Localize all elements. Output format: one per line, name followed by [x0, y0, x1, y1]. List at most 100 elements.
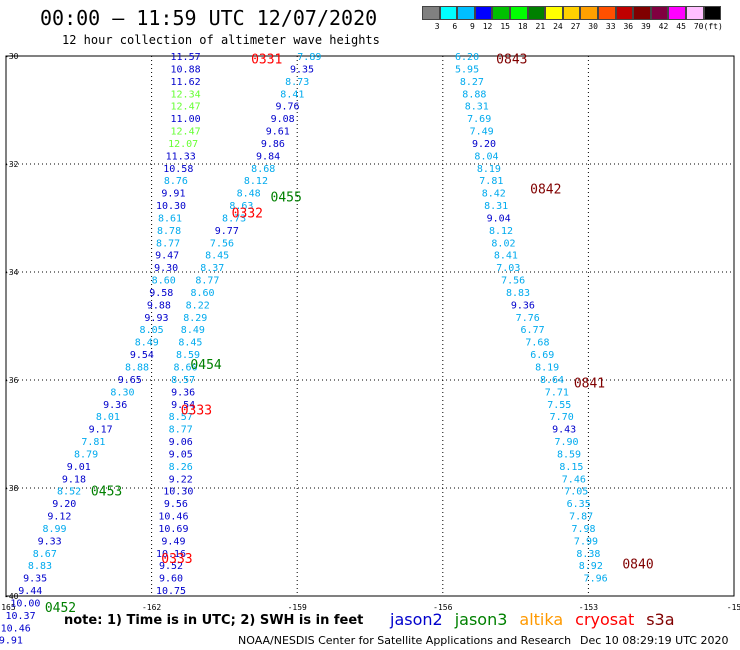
- swh-data-label: 10.30: [163, 487, 193, 498]
- swh-data-label: 9.36: [103, 400, 127, 411]
- swh-data-label: 8.77: [169, 425, 193, 436]
- swh-data-label: 6.35: [567, 499, 591, 510]
- swh-data-label: 7.81: [479, 176, 503, 187]
- swh-data-label: 9.06: [169, 437, 193, 448]
- swh-data-label: 9.54: [130, 350, 154, 361]
- legend-swatch: [633, 6, 651, 20]
- swh-data-label: 12.47: [171, 102, 201, 113]
- y-tick-label: -38: [4, 484, 19, 493]
- plot-frame: [5, 55, 735, 597]
- swh-data-label: 6.69: [530, 350, 554, 361]
- swh-data-label: 8.49: [135, 338, 159, 349]
- pass-time-label: 0452: [45, 601, 76, 616]
- swh-data-label: 8.79: [74, 449, 98, 460]
- swh-data-label: 8.19: [477, 164, 501, 175]
- satellite-jason2: jason2: [390, 610, 443, 629]
- swh-data-label: 8.02: [491, 238, 515, 249]
- swh-data-label: 9.08: [271, 114, 295, 125]
- swh-data-label: 9.20: [52, 499, 76, 510]
- satellite-altika: altika: [519, 610, 564, 629]
- legend-label: 15: [500, 22, 510, 31]
- swh-data-label: 8.19: [535, 363, 559, 374]
- y-tick-label: -36: [4, 376, 19, 385]
- swh-data-label: 8.29: [183, 313, 207, 324]
- swh-data-label: 9.35: [290, 64, 314, 75]
- legend-swatch: [685, 6, 704, 20]
- swh-data-label: 10.88: [171, 64, 201, 75]
- credit-text: NOAA/NESDIS Center for Satellite Applica…: [238, 634, 572, 647]
- swh-data-label: 8.77: [156, 238, 180, 249]
- swh-data-label: 7.46: [562, 474, 586, 485]
- swh-data-label: 9.77: [215, 226, 239, 237]
- swh-data-label: 7.55: [547, 400, 571, 411]
- legend-swatch: [668, 6, 686, 20]
- swh-data-label: 8.61: [158, 213, 182, 224]
- legend-label: 21: [535, 22, 546, 31]
- swh-data-label: 8.83: [28, 561, 52, 572]
- legend-swatch: [703, 6, 722, 20]
- y-tick-label: -34: [4, 268, 19, 277]
- swh-data-label: 8.59: [176, 350, 200, 361]
- legend-label: 70: [693, 22, 704, 31]
- swh-data-label: 9.54: [171, 400, 195, 411]
- swh-data-label: 7.98: [571, 524, 595, 535]
- swh-data-label: 7.03: [496, 263, 520, 274]
- legend-swatch: [474, 6, 493, 20]
- swh-data-label: 6.77: [521, 325, 545, 336]
- swh-data-label: 8.83: [506, 288, 530, 299]
- pass-time-label: 0840: [622, 558, 653, 573]
- swh-data-label: 11.33: [166, 151, 196, 162]
- swh-data-label: 9.36: [171, 387, 195, 398]
- satellite-cryosat: cryosat: [575, 610, 635, 629]
- swh-data-label: 10.30: [156, 201, 186, 212]
- swh-data-label: 9.04: [487, 213, 511, 224]
- swh-data-label: 7.99: [574, 536, 598, 547]
- x-tick-label: -159: [288, 603, 307, 612]
- swh-data-label: 7.76: [516, 313, 540, 324]
- legend-label: 39: [641, 22, 651, 31]
- legend-swatch: [457, 6, 475, 20]
- swh-data-label: 9.36: [511, 300, 535, 311]
- swh-data-label: 8.68: [251, 164, 275, 175]
- legend-swatch: [509, 6, 528, 20]
- swh-data-label: 8.38: [576, 549, 600, 560]
- chart-subtitle: 12 hour collection of altimeter wave hei…: [62, 33, 380, 47]
- swh-data-label: 6.20: [455, 52, 479, 63]
- pass-time-label: 0333: [181, 404, 212, 419]
- swh-data-label: 12.47: [171, 127, 201, 138]
- swh-data-label: 11.57: [171, 52, 201, 63]
- swh-data-label: 7.56: [501, 276, 525, 287]
- swh-data-label: 10.37: [6, 611, 36, 622]
- swh-data-label: 10.46: [1, 623, 31, 634]
- swh-data-label: 10.00: [10, 598, 40, 609]
- legend-label: 18: [517, 22, 528, 31]
- swh-data-label: 8.88: [125, 363, 149, 374]
- legend-label: 9: [469, 22, 475, 31]
- satellite-legend: jason2 jason3 altika cryosat s3a: [390, 610, 687, 629]
- swh-data-label: 8.88: [462, 89, 486, 100]
- x-tick-label: -156: [433, 603, 452, 612]
- swh-data-label: 9.76: [275, 102, 299, 113]
- swh-data-label: 8.57: [171, 375, 195, 386]
- legend-swatch: [562, 6, 581, 20]
- swh-data-label: 7.71: [545, 387, 569, 398]
- swh-data-label: 7.70: [550, 412, 574, 423]
- swh-data-label: 9.17: [89, 425, 113, 436]
- swh-data-label: 7.49: [470, 127, 494, 138]
- swh-data-label: 7.69: [467, 114, 491, 125]
- pass-time-label: 0331: [251, 53, 282, 68]
- swh-data-label: 8.73: [285, 77, 309, 88]
- legend-label: 36: [623, 22, 634, 31]
- swh-data-label: 10.16: [156, 549, 186, 560]
- legend-swatch: [580, 6, 598, 20]
- swh-data-label: 9.18: [62, 474, 86, 485]
- swh-data-label: 9.91: [0, 636, 23, 647]
- swh-data-label: 8.78: [157, 226, 181, 237]
- swh-data-label: 8.57: [169, 412, 193, 423]
- swh-data-label: 8.49: [181, 325, 205, 336]
- swh-data-label: 8.27: [460, 77, 484, 88]
- footer-note: note: 1) Time is in UTC; 2) SWH is in fe…: [64, 613, 364, 628]
- pass-time-label: 0455: [271, 190, 302, 205]
- swh-data-label: 9.35: [23, 574, 47, 585]
- swh-data-label: 9.61: [266, 127, 290, 138]
